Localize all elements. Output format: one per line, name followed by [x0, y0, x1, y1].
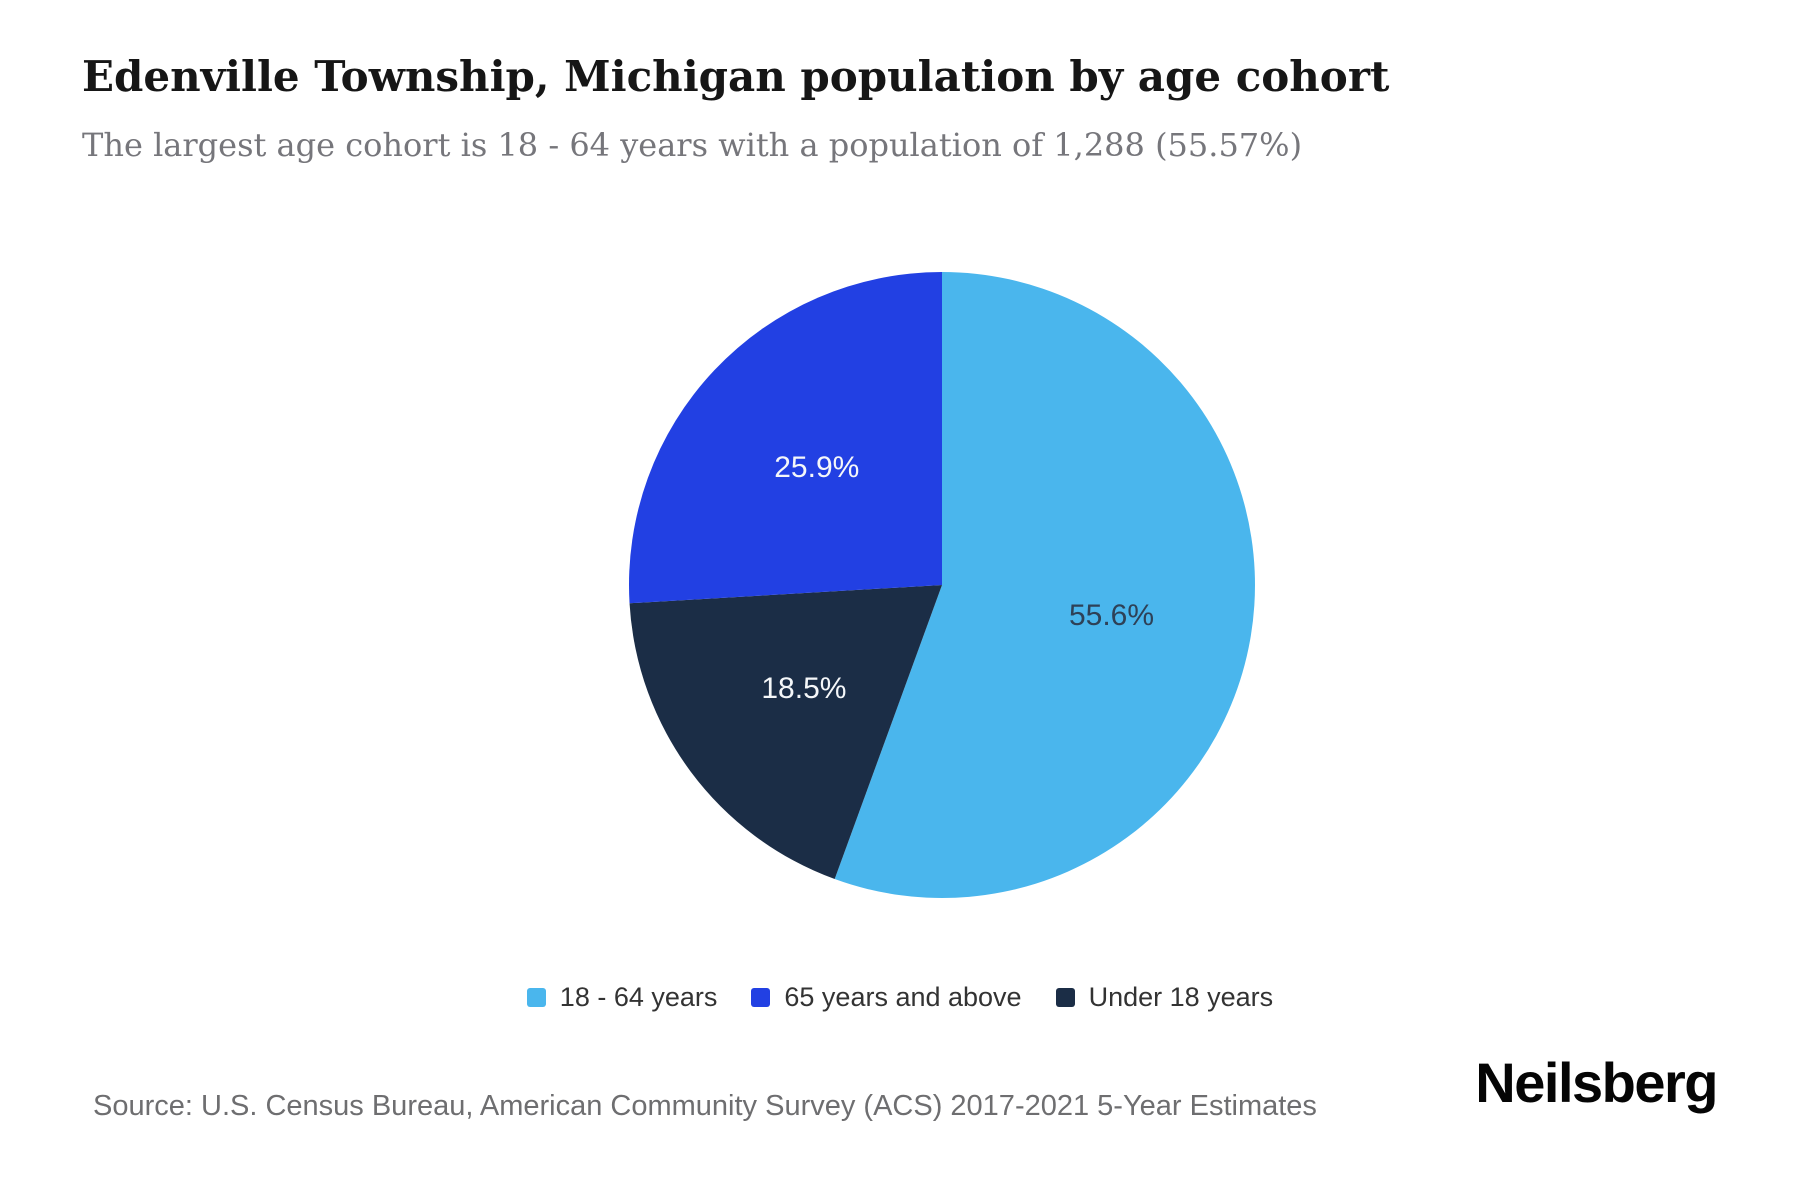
- chart-legend: 18 - 64 years 65 years and above Under 1…: [0, 982, 1800, 1013]
- neilsberg-logo[interactable]: Neilsberg: [1475, 1051, 1718, 1114]
- chart-title: Edenville Township, Michigan population …: [82, 52, 1390, 101]
- legend-swatch-dark-navy: [1055, 988, 1075, 1007]
- pie-slice-percentage-label: 55.6%: [1069, 599, 1154, 632]
- chart-subtitle: The largest age cohort is 18 - 64 years …: [82, 126, 1303, 164]
- legend-item-18-64-years[interactable]: 18 - 64 years: [526, 982, 718, 1013]
- pie-slice-18-64-years[interactable]: [834, 272, 1255, 898]
- pie-slice-65-years-and-above[interactable]: [628, 272, 942, 604]
- legend-label: 18 - 64 years: [559, 982, 718, 1012]
- pie-slice-under-18-years[interactable]: [629, 585, 942, 880]
- legend-item-65-years-and-above[interactable]: 65 years and above: [751, 982, 1022, 1013]
- pie-slice-percentage-label: 18.5%: [761, 672, 846, 705]
- source-attribution: Source: U.S. Census Bureau, American Com…: [93, 1090, 1317, 1122]
- pie-slice-percentage-label: 25.9%: [774, 451, 859, 484]
- legend-label: Under 18 years: [1088, 982, 1274, 1012]
- pie-chart: 55.6% 18.5% 25.9%: [628, 272, 1255, 898]
- legend-label: 65 years and above: [784, 982, 1022, 1012]
- legend-swatch-light-blue: [526, 988, 546, 1007]
- legend-swatch-royal-blue: [751, 988, 771, 1007]
- legend-item-under-18-years[interactable]: Under 18 years: [1055, 982, 1274, 1013]
